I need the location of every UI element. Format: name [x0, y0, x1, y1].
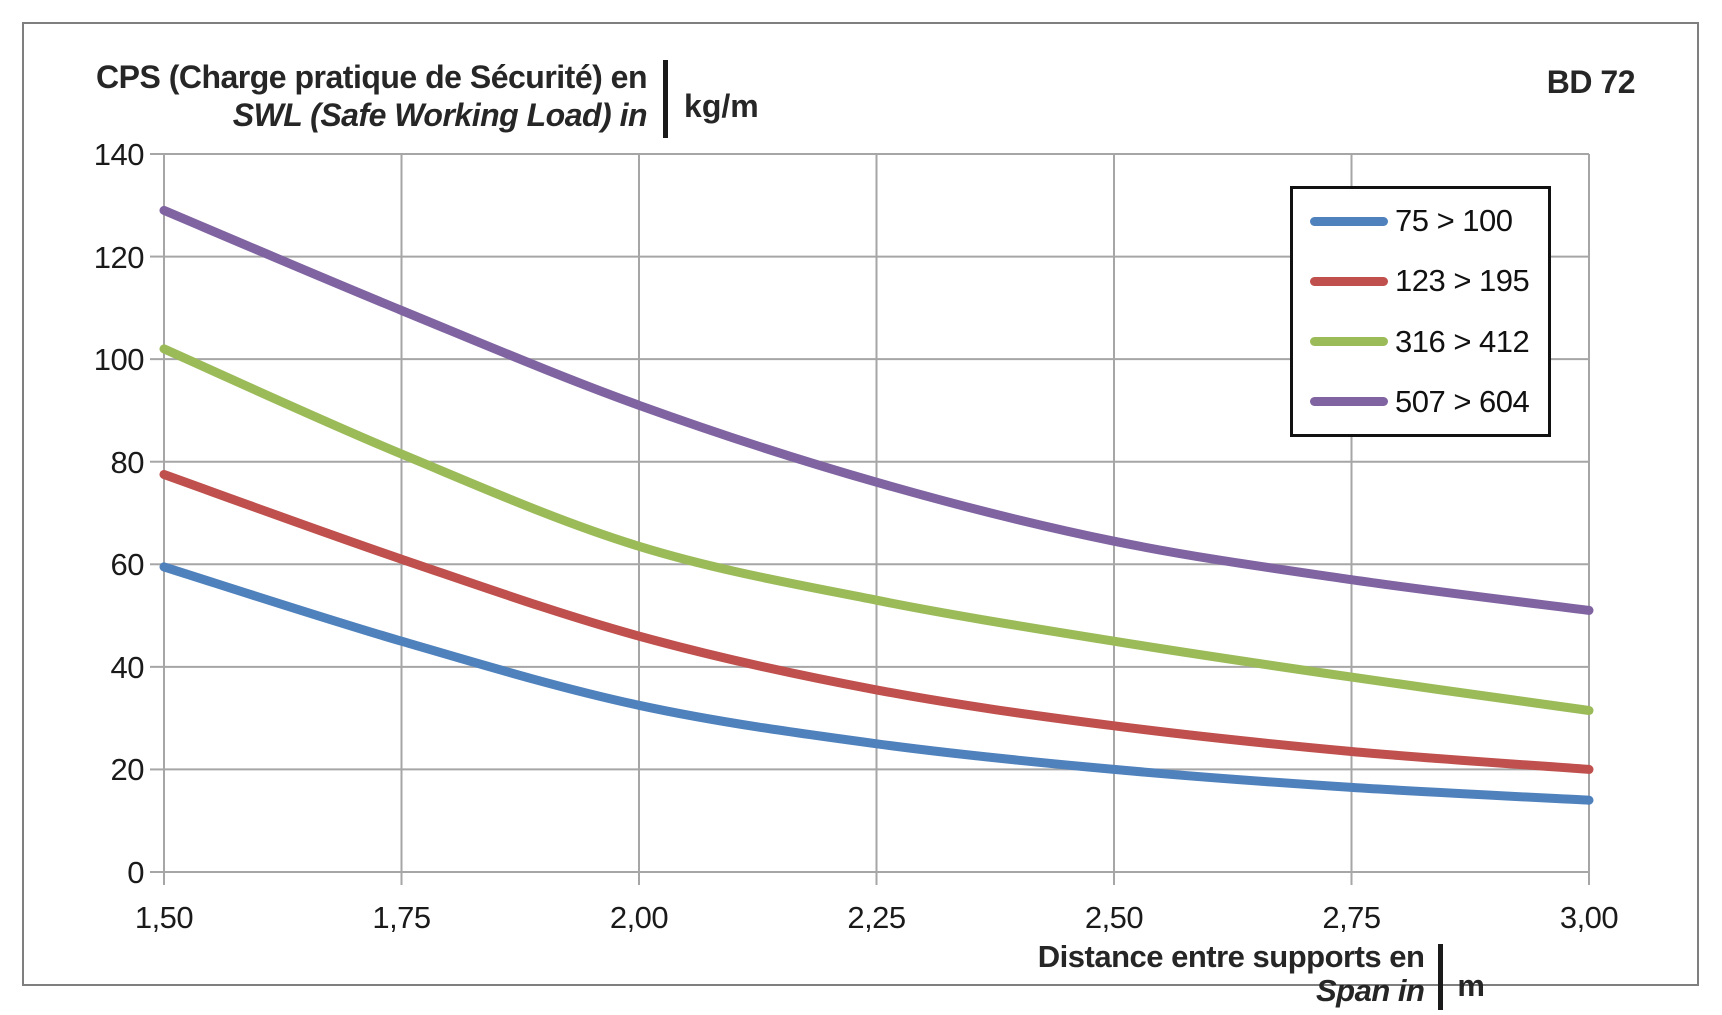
y-axis-unit: kg/m: [684, 87, 759, 124]
document-code: BD 72: [1546, 64, 1636, 100]
y-tick-label: 0: [127, 855, 144, 890]
series-line-3: [159, 205, 1594, 615]
y-tick-label: 80: [110, 444, 145, 480]
title-separator-bar: [663, 60, 669, 138]
x-tick-label: 1,50: [134, 900, 194, 935]
legend-swatch-icon: [1310, 216, 1388, 226]
chart-title-line2: SWL (Safe Working Load) in: [232, 97, 648, 133]
chart-frame: CPS (Charge pratique de Sécurité) en SWL…: [22, 22, 1699, 1010]
legend-label: 507 > 604: [1395, 383, 1530, 419]
legend-label: 75 > 100: [1395, 203, 1513, 239]
x-axis-title: Distance entre supports en Span in: [1038, 940, 1425, 1010]
x-tick-label: 2,50: [1084, 900, 1144, 935]
x-tick-label: 2,25: [847, 900, 906, 935]
series-line-0: [159, 562, 1594, 805]
series-line-2: [159, 344, 1594, 715]
x-axis-unit: m: [1457, 968, 1485, 1003]
x-axis-title-line1: Distance entre supports en: [1037, 939, 1425, 974]
x-tick-label: 3,00: [1559, 900, 1619, 935]
x-axis-separator-bar: [1438, 944, 1444, 1010]
legend-item-2: 316 > 412: [1293, 312, 1548, 372]
chart-title-block: CPS (Charge pratique de Sécurité) en SWL…: [96, 58, 759, 138]
series-line-1: [159, 470, 1594, 774]
legend-swatch-icon: [1310, 276, 1388, 286]
y-tick-label: 140: [93, 137, 145, 172]
x-tick-label: 2,75: [1322, 900, 1381, 935]
y-tick-label: 100: [93, 342, 145, 378]
legend-box: 75 > 100 123 > 195 316 > 412 507 > 604: [1290, 186, 1551, 437]
legend-swatch-icon: [1310, 337, 1388, 347]
x-axis-title-line2: Span in: [1315, 973, 1425, 1008]
x-tick-label: 2,00: [609, 900, 669, 935]
legend-swatch-icon: [1310, 397, 1388, 407]
y-tick-label: 60: [110, 547, 145, 583]
y-tick-label: 20: [110, 752, 145, 788]
x-tick-label: 1,75: [372, 900, 431, 935]
y-tick-label: 40: [110, 649, 145, 685]
y-tick-label: 120: [93, 239, 145, 275]
chart-title: CPS (Charge pratique de Sécurité) en SWL…: [96, 58, 648, 138]
legend-item-0: 75 > 100: [1293, 191, 1548, 251]
chart-svg: [150, 153, 1594, 885]
legend-label: 316 > 412: [1395, 323, 1530, 359]
legend-label: 123 > 195: [1395, 263, 1530, 299]
x-axis-title-block: Distance entre supports en Span in m: [1038, 940, 1485, 1010]
chart-title-line1: CPS (Charge pratique de Sécurité) en: [96, 59, 648, 95]
plot-area: [150, 153, 1594, 885]
legend-item-1: 123 > 195: [1293, 251, 1548, 311]
legend-item-3: 507 > 604: [1293, 372, 1548, 432]
